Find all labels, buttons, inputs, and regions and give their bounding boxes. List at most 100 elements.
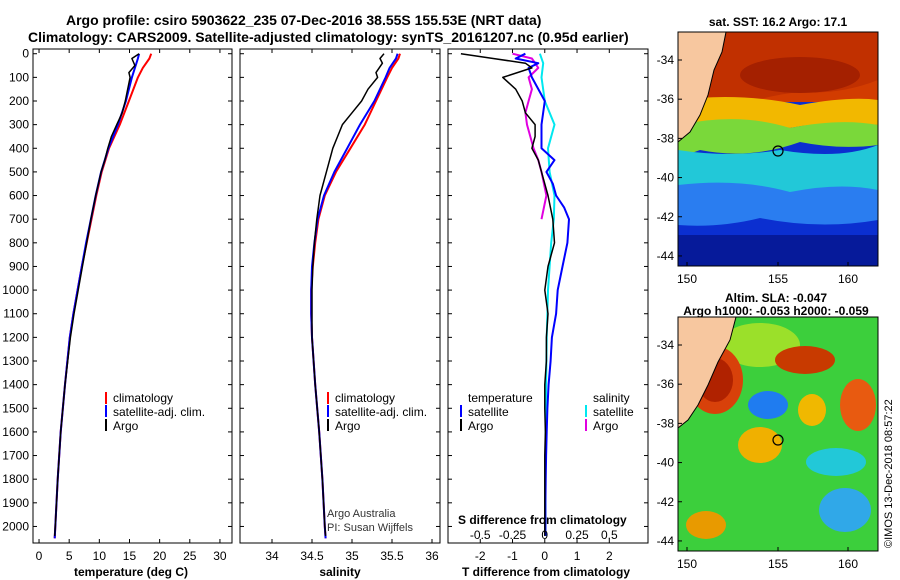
sla-yellow-south (738, 427, 782, 463)
depth-tick-label: 1200 (2, 330, 29, 344)
sst-map (678, 32, 878, 266)
sla-argo-location-marker (772, 434, 784, 446)
sst-map-title: sat. SST: 16.2 Argo: 17.1 (709, 15, 848, 29)
depth-tick-label: 1600 (2, 425, 29, 439)
salinity-legend: climatology satellite-adj. clim. Argo (327, 391, 427, 433)
x-tick-label: 10 (93, 549, 107, 563)
temperature-plot (53, 53, 153, 539)
legend-s-satellite-label: satellite (593, 405, 634, 419)
map-lat-label: -44 (657, 249, 675, 263)
map-lon-label: 160 (838, 272, 858, 286)
sla-map-title-2: Argo h1000: -0.053 h2000: -0.059 (683, 304, 869, 318)
x-tick-label: 35 (345, 549, 359, 563)
x-tick-label: 35.5 (380, 549, 404, 563)
map-lat-label: -44 (657, 534, 675, 548)
x-tick-label: 1 (574, 549, 581, 563)
map-lat-label: -40 (657, 171, 675, 185)
temperature-satellite-diff-line (514, 52, 570, 536)
map-lat-label: -34 (657, 53, 675, 67)
legend-salinity-heading: salinity (593, 391, 630, 405)
sla-low-anomaly (748, 391, 788, 419)
depth-tick-label: 1100 (3, 307, 29, 321)
salinity-argo-line (311, 53, 385, 536)
x-tick-label: -2 (475, 549, 486, 563)
sla-cyan-patch (806, 448, 866, 476)
title-line-2: Climatology: CARS2009. Satellite-adjuste… (28, 29, 629, 45)
sla-land (678, 317, 737, 429)
depth-tick-label: 500 (9, 165, 29, 179)
s-tick-label: 0.5 (601, 528, 618, 542)
map-lon-label: 155 (768, 272, 788, 286)
x-tick-label: 0 (36, 549, 43, 563)
depth-tick-label: 700 (9, 212, 29, 226)
temperature-panel-frame (32, 48, 233, 544)
sst-hot-spot (740, 57, 860, 93)
depth-tick-label: 800 (9, 236, 29, 250)
legend-t-argo-label: Argo (468, 419, 494, 433)
map-lon-label: 150 (677, 272, 697, 286)
x-tick-label: 15 (123, 549, 137, 563)
temperature-axis-label: temperature (deg C) (74, 565, 188, 579)
map-lat-label: -42 (657, 210, 675, 224)
sla-orange-south (686, 511, 726, 539)
depth-tick-label: 400 (9, 141, 29, 155)
x-tick-label: 30 (213, 549, 227, 563)
legend-satellite-label: satellite-adj. clim. (113, 405, 205, 419)
depth-tick-label: 300 (9, 118, 29, 132)
map-lat-label: -42 (657, 495, 675, 509)
legend-temperature-heading: temperature (468, 391, 533, 405)
depth-tick-label: 1000 (2, 283, 29, 297)
x-tick-label: 25 (183, 549, 197, 563)
depth-tick-label: 1800 (2, 472, 29, 486)
x-tick-label: 5 (66, 549, 73, 563)
salinity-axis-label: salinity (319, 565, 361, 579)
map-lon-label: 160 (838, 557, 858, 571)
legend-argo-label: Argo (335, 419, 361, 433)
depth-tick-label: 0 (22, 47, 29, 61)
depth-tick-label: 1900 (2, 496, 29, 510)
x-tick-label: 20 (153, 549, 167, 563)
salinity-panel-frame (239, 48, 441, 544)
depth-tick-label: 1700 (2, 449, 29, 463)
map-lat-label: -38 (657, 416, 675, 430)
x-tick-label: 36 (425, 549, 439, 563)
sst-deep-blue (678, 235, 878, 266)
sla-high-anomaly-north (775, 346, 835, 374)
map-lat-label: -36 (657, 92, 675, 106)
map-lon-label: 150 (677, 557, 697, 571)
depth-tick-label: 1300 (2, 354, 29, 368)
map-lon-label: 155 (768, 557, 788, 571)
s-tick-label: 0 (541, 528, 548, 542)
depth-tick-label: 1400 (2, 378, 29, 392)
sst-argo-location-marker (772, 145, 784, 157)
difference-legend: temperature salinity satellite Argo sate… (460, 391, 634, 433)
map-lat-label: -34 (657, 338, 675, 352)
legend-climatology-label: climatology (113, 391, 173, 405)
depth-tick-label: 1500 (2, 401, 29, 415)
sla-map (678, 317, 878, 551)
legend-s-argo-label: Argo (593, 419, 619, 433)
salinity-plot (310, 53, 401, 539)
credit-line-2: PI: Susan Wijffels (327, 522, 413, 534)
temperature-argo-diff-line (460, 52, 556, 536)
depth-tick-label: 100 (9, 70, 29, 84)
sla-yellow-blob (798, 394, 826, 426)
x-tick-label: 34 (265, 549, 279, 563)
map-lat-label: -40 (657, 456, 675, 470)
s-difference-ticks: -0.5 -0.25 0 0.25 0.5 (470, 528, 618, 542)
legend-t-satellite-label: satellite (468, 405, 509, 419)
difference-axis-label: T difference from climatology (462, 565, 630, 579)
temperature-argo-line (53, 53, 140, 536)
depth-tick-label: 900 (9, 259, 29, 273)
depth-tick-label: 200 (9, 94, 29, 108)
difference-plot (460, 52, 570, 536)
s-tick-label: -0.5 (470, 528, 491, 542)
title-line-1: Argo profile: csiro 5903622_235 07-Dec-2… (66, 12, 542, 28)
sla-blue-south (819, 488, 871, 532)
legend-argo-label: Argo (113, 419, 139, 433)
s-difference-axis-label: S difference from climatology (458, 513, 627, 527)
x-tick-label: 0 (541, 549, 548, 563)
